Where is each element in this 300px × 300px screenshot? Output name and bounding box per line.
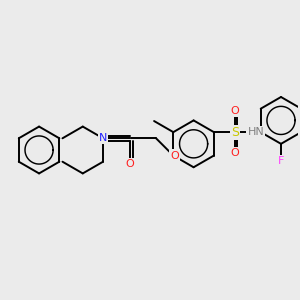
Text: HN: HN [248, 127, 264, 137]
Text: F: F [278, 156, 284, 166]
Text: O: O [170, 151, 179, 160]
Text: O: O [126, 159, 134, 169]
Text: O: O [230, 148, 239, 158]
Text: N: N [99, 133, 107, 143]
Text: O: O [230, 106, 239, 116]
Text: S: S [231, 126, 239, 139]
